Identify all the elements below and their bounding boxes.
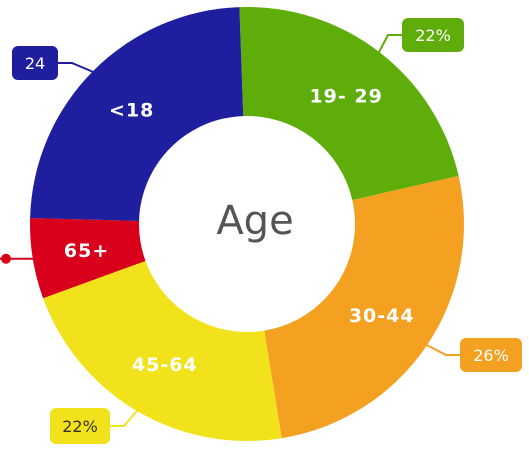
slice-label: <18 [109, 99, 154, 121]
callout-leader [424, 343, 460, 356]
slice-3044 [264, 175, 464, 439]
callout-bubble [12, 46, 58, 80]
center-label: Age [216, 198, 293, 244]
slice-labels: 19- 29 30-44 45-64 65+ <18 [64, 85, 415, 376]
callout-bubble [402, 18, 464, 52]
callout-bubble [50, 408, 110, 444]
callout-bubble [460, 338, 522, 372]
slice-1929 [239, 6, 459, 201]
callout-leader [58, 62, 95, 74]
callout-value: 22% [62, 417, 98, 436]
callouts: 22% 26% 22% 24 [0, 18, 522, 444]
slice-18 [30, 7, 244, 221]
slice-65 [29, 217, 146, 299]
slice-4564 [43, 260, 282, 441]
slice-label: 19- 29 [309, 85, 382, 107]
callout-marker [1, 253, 11, 264]
callout-leader [377, 34, 402, 55]
slice-label: 30-44 [349, 305, 415, 327]
callout-value: 24 [25, 54, 45, 73]
donut-slices [29, 6, 464, 441]
slice-label: 65+ [64, 240, 109, 262]
callout-value: 26% [473, 346, 509, 365]
callout-value: 22% [415, 26, 451, 45]
slice-label: 45-64 [132, 354, 198, 376]
callout-leader [110, 408, 139, 427]
